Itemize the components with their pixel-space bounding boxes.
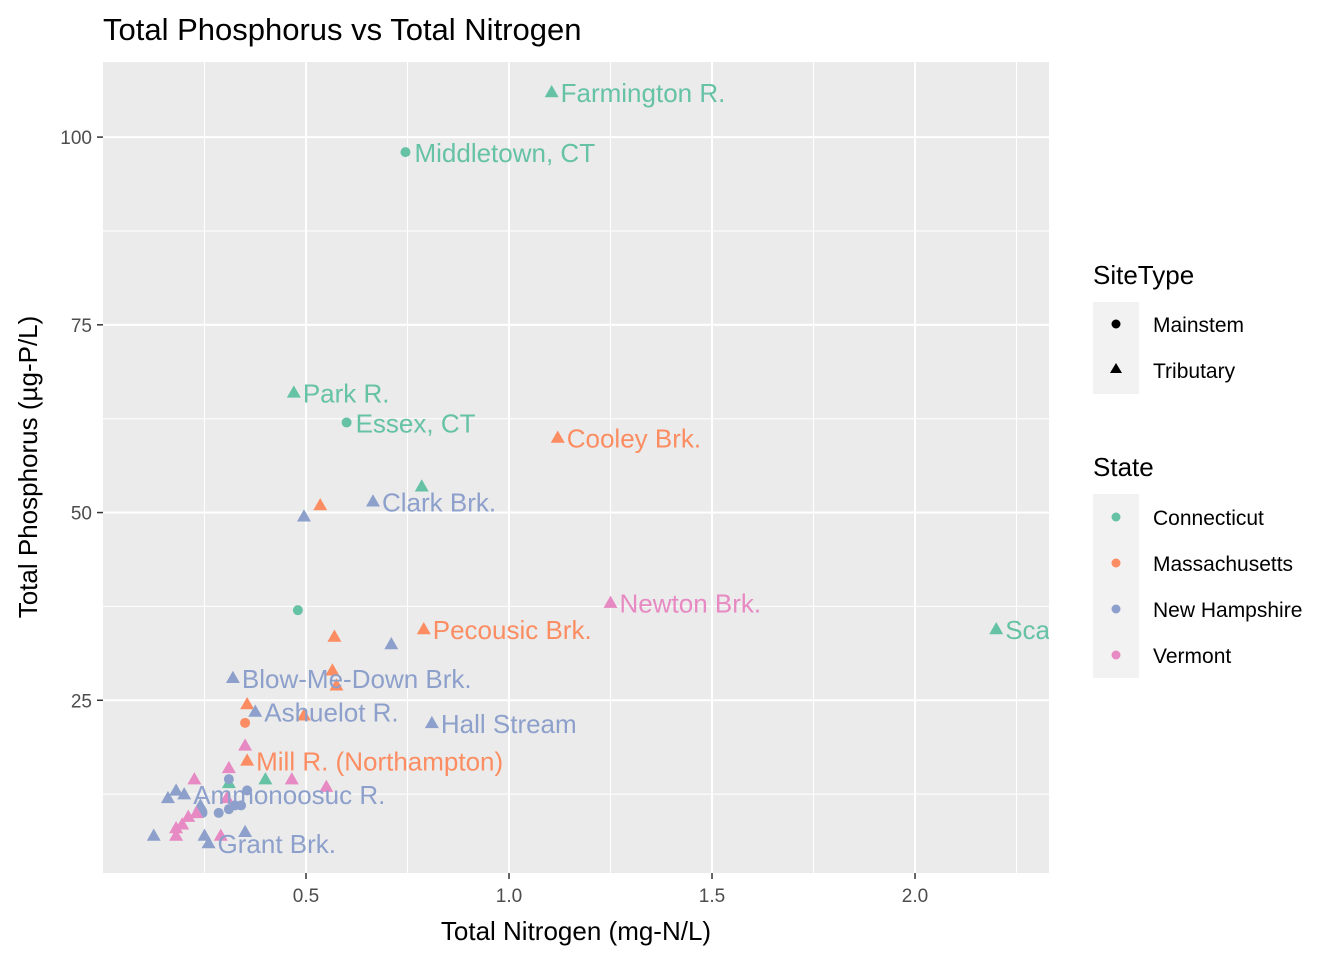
- legend-key-connecticut: [1111, 512, 1121, 522]
- data-point-mainstem: [292, 605, 303, 616]
- y-tick-label: 50: [71, 504, 92, 525]
- data-point-tributary: [181, 809, 196, 822]
- data-point-tributary: [201, 835, 216, 849]
- data-point-tributary: [225, 670, 240, 684]
- legend-sitetype: SiteType Mainstem Tributary: [1093, 260, 1244, 394]
- point-label: Scantic R.: [1005, 615, 1124, 645]
- data-point-tributary: [329, 678, 344, 691]
- x-axis-title: Total Nitrogen (mg-N/L): [441, 916, 711, 946]
- data-point-tributary: [325, 663, 340, 676]
- data-point-mainstem: [400, 147, 411, 158]
- points-layer: [146, 85, 1004, 849]
- data-point-tributary: [213, 828, 228, 841]
- point-label: Park R.: [303, 378, 390, 408]
- point-label: Essex, CT: [356, 408, 476, 438]
- data-point-tributary: [238, 824, 253, 837]
- data-point-tributary: [544, 85, 559, 98]
- data-point-tributary: [240, 753, 255, 766]
- point-label: Hall Stream: [441, 709, 577, 739]
- data-point-tributary: [296, 708, 311, 721]
- legend-label-tributary: Tributary: [1153, 360, 1236, 383]
- data-point-tributary: [603, 595, 618, 608]
- data-point-mainstem: [236, 800, 247, 811]
- data-point-tributary: [248, 704, 263, 717]
- legend-label-mainstem: Mainstem: [1153, 314, 1244, 337]
- legend-key-massachusetts: [1111, 558, 1121, 568]
- point-label: Middletown, CT: [414, 138, 595, 168]
- data-point-mainstem: [213, 807, 224, 818]
- data-point-tributary: [365, 494, 380, 507]
- grid-minor: [103, 62, 1049, 873]
- chart-title: Total Phosphorus vs Total Nitrogen: [103, 12, 581, 47]
- data-point-tributary: [219, 790, 234, 804]
- data-point-tributary: [414, 479, 429, 492]
- y-tick-label: 100: [60, 128, 92, 149]
- legend-key-vermont: [1111, 650, 1121, 660]
- data-point-tributary: [319, 779, 334, 792]
- legend-label-vermont: Vermont: [1153, 645, 1231, 668]
- legend-label-connecticut: Connecticut: [1153, 507, 1264, 530]
- point-label: Clark Brk.: [382, 487, 496, 517]
- data-point-tributary: [550, 430, 565, 443]
- data-point-tributary: [160, 790, 175, 804]
- legend-key-bg: [1093, 494, 1139, 678]
- data-point-tributary: [286, 385, 301, 398]
- data-point-tributary: [989, 621, 1004, 635]
- point-label: Ammonoosuc R.: [193, 780, 385, 810]
- point-label: Blow-Me-Down Brk.: [242, 664, 472, 694]
- data-point-tributary: [384, 636, 399, 650]
- data-point-tributary: [327, 629, 342, 642]
- point-label: Cooley Brk.: [567, 423, 701, 453]
- legend-key-mainstem: [1111, 319, 1121, 329]
- x-tick-label: 1.0: [496, 886, 522, 907]
- grid-major: [103, 62, 1049, 873]
- point-label: Newton Brk.: [620, 589, 762, 619]
- x-tick-label: 1.5: [699, 886, 725, 907]
- data-point-mainstem: [223, 804, 234, 815]
- data-point-tributary: [240, 697, 255, 710]
- data-point-mainstem: [341, 417, 352, 428]
- axis-ticks: 0.5 1.0 1.5 2.0 25 50 75 100: [60, 128, 928, 907]
- legend-label-new-hampshire: New Hampshire: [1153, 599, 1302, 622]
- data-point-mainstem: [240, 717, 251, 728]
- data-point-tributary: [177, 787, 192, 800]
- data-point-tributary: [189, 805, 204, 819]
- y-axis-title: Total Phosphorus (µg-P/L): [13, 316, 43, 619]
- legend-label-massachusetts: Massachusetts: [1153, 553, 1293, 576]
- data-point-tributary: [169, 820, 184, 834]
- legend-key-new-hampshire: [1111, 604, 1121, 614]
- data-point-tributary: [169, 783, 184, 796]
- data-point-mainstem: [223, 774, 234, 785]
- data-point-tributary: [238, 738, 253, 751]
- data-point-tributary: [424, 715, 439, 729]
- data-point-tributary: [221, 760, 236, 774]
- data-point-mainstem: [242, 785, 253, 796]
- legend-sitetype-title: SiteType: [1093, 260, 1194, 290]
- y-tick-label: 25: [71, 691, 92, 712]
- point-label: Farmington R.: [561, 78, 726, 108]
- y-tick-label: 75: [71, 316, 92, 337]
- plot-panel: [103, 62, 1049, 873]
- x-tick-label: 2.0: [902, 886, 928, 907]
- labels-layer: Farmington R. Middletown, CT Park R.Essex,…: [193, 78, 1124, 859]
- data-point-tributary: [187, 772, 202, 785]
- legend-state: State Connecticut Massachusetts New Hamp…: [1093, 452, 1302, 678]
- data-point-tributary: [313, 498, 328, 511]
- data-point-tributary: [146, 828, 161, 841]
- point-label: Mill R. (Northampton): [256, 746, 503, 776]
- data-point-tributary: [258, 772, 273, 785]
- data-point-tributary: [416, 621, 431, 635]
- point-label: Pecousic Brk.: [433, 615, 592, 645]
- point-label: Ashuelot R.: [264, 698, 398, 728]
- legend-key-tributary: [1110, 363, 1122, 373]
- data-point-tributary: [296, 509, 311, 522]
- x-tick-label: 0.5: [293, 886, 319, 907]
- legend-state-title: State: [1093, 452, 1154, 482]
- data-point-tributary: [169, 828, 184, 841]
- point-label: Grant Brk.: [218, 829, 336, 859]
- data-point-tributary: [284, 772, 299, 785]
